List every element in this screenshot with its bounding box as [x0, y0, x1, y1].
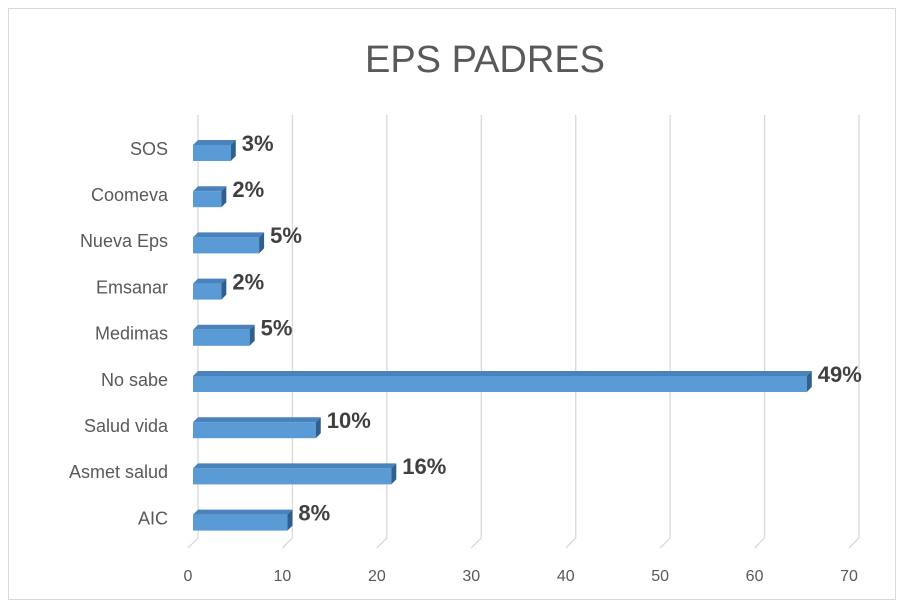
bar-front — [193, 237, 260, 254]
y-tick-label: Asmet salud — [69, 462, 168, 482]
chart-title: EPS PADRES — [365, 39, 605, 81]
y-tick-label: AIC — [138, 508, 168, 528]
data-label: 49% — [818, 362, 862, 387]
bar-side — [259, 232, 265, 254]
bar-front — [193, 468, 392, 485]
bar-side — [230, 140, 236, 161]
y-tick-label: Nueva Eps — [80, 231, 168, 251]
data-label: 5% — [270, 223, 302, 248]
bar — [193, 463, 397, 485]
bar-side — [287, 509, 293, 531]
bar — [193, 186, 227, 208]
bar-front — [193, 514, 288, 531]
bar-side — [221, 278, 227, 300]
data-label: 2% — [232, 269, 264, 294]
bar-top — [193, 278, 227, 284]
bar-top — [193, 186, 227, 192]
grid-line — [187, 115, 199, 549]
y-tick-label: Coomeva — [91, 185, 169, 205]
bar-top — [193, 417, 321, 423]
x-tick-label: 10 — [274, 568, 292, 585]
x-tick-label: 50 — [651, 568, 669, 585]
bar — [193, 509, 293, 531]
bar-top — [193, 463, 397, 469]
x-tick-label: 70 — [840, 568, 858, 585]
bar-front — [193, 191, 222, 208]
x-tick-label: 60 — [746, 568, 764, 585]
grid-line — [565, 115, 577, 549]
bar-side — [221, 186, 227, 208]
bar — [193, 278, 227, 300]
bar-front — [193, 145, 231, 161]
y-tick-label: No sabe — [101, 370, 168, 390]
bar-top — [193, 140, 236, 145]
bar-top — [193, 371, 812, 376]
grid-line — [470, 115, 482, 549]
bar-front — [193, 422, 316, 439]
bar-side — [806, 371, 812, 392]
grid-line — [376, 115, 388, 549]
bar-side — [315, 417, 321, 439]
bar-top — [193, 324, 255, 330]
bar-side — [249, 324, 255, 346]
data-label: 5% — [261, 316, 293, 341]
y-tick-label: Medimas — [95, 324, 168, 344]
x-tick-label: 30 — [462, 568, 480, 585]
data-label: 8% — [298, 500, 330, 525]
x-tick-label: 0 — [184, 568, 193, 585]
data-label: 2% — [232, 177, 264, 202]
x-tick-label: 40 — [557, 568, 575, 585]
grid-line — [848, 115, 860, 549]
bar-top — [193, 509, 293, 515]
data-label: 16% — [402, 454, 446, 479]
chart-frame — [8, 8, 896, 600]
y-tick-label: SOS — [130, 139, 168, 159]
bar-front — [193, 329, 250, 346]
bar-top — [193, 232, 265, 238]
bar-front — [193, 283, 222, 300]
data-label: 3% — [242, 131, 274, 156]
grid-line — [659, 115, 671, 549]
bar — [193, 417, 321, 439]
y-tick-label: Salud vida — [84, 416, 169, 436]
bar — [193, 232, 265, 254]
bar — [193, 371, 812, 392]
bar — [193, 324, 255, 346]
grid-line — [281, 115, 294, 549]
data-label: 10% — [327, 408, 371, 433]
x-tick-label: 20 — [368, 568, 386, 585]
bar-front — [193, 376, 807, 392]
bar-side — [391, 463, 397, 485]
grid-line — [754, 115, 766, 549]
y-tick-label: Emsanar — [96, 277, 168, 297]
bar — [193, 140, 236, 161]
